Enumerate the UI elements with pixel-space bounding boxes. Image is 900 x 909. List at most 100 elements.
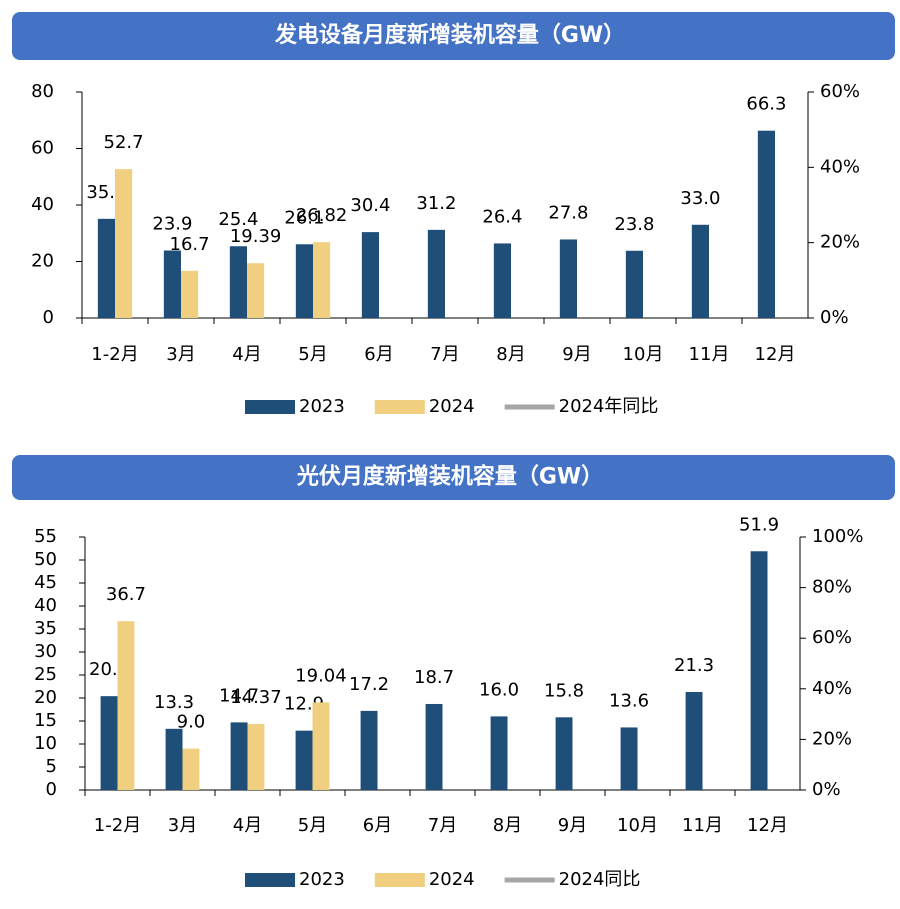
- data-label: 26.4: [482, 206, 522, 227]
- bar: [97, 218, 115, 318]
- data-label: 27.8: [548, 202, 588, 223]
- x-tick-label: 5月: [298, 815, 327, 836]
- bar: [427, 229, 445, 318]
- x-tick-label: 10月: [617, 815, 658, 836]
- legend-swatch: [245, 400, 295, 414]
- data-label: 23.9: [152, 213, 192, 234]
- x-tick-label: 3月: [168, 815, 197, 836]
- bar: [181, 270, 199, 318]
- y-tick-label: 30: [34, 641, 57, 662]
- data-label: 15.8: [544, 680, 584, 701]
- legend-swatch: [374, 873, 425, 887]
- y2-tick-label: 60%: [820, 81, 860, 102]
- bar: [295, 730, 313, 790]
- data-label: 66.3: [746, 94, 786, 115]
- data-label: 18.7: [414, 667, 454, 688]
- x-tick-label: 7月: [428, 815, 457, 836]
- y2-tick-label: 80%: [812, 577, 852, 598]
- legend-swatch: [374, 400, 425, 414]
- y2-tick-label: 0%: [820, 307, 849, 328]
- x-tick-label: 1-2月: [91, 344, 138, 365]
- bar: [691, 224, 709, 318]
- bar: [360, 710, 378, 790]
- data-label: 14.37: [230, 687, 282, 708]
- x-tick-label: 8月: [493, 815, 522, 836]
- data-label: 9.0: [177, 712, 206, 733]
- y-tick-label: 20: [34, 687, 57, 708]
- bar: [361, 232, 379, 318]
- data-label: 36.7: [106, 584, 146, 605]
- data-label: 26.1: [284, 207, 324, 228]
- bar: [750, 551, 768, 790]
- bar: [117, 621, 135, 790]
- bar: [295, 244, 313, 318]
- data-label: 13.3: [154, 692, 194, 713]
- y-tick-label: 0: [43, 307, 54, 328]
- data-label: 21.3: [674, 655, 714, 676]
- y-tick-label: 50: [34, 549, 57, 570]
- x-tick-label: 12月: [755, 344, 796, 365]
- y-tick-label: 80: [31, 81, 54, 102]
- bar: [230, 722, 248, 790]
- chart-title: 发电设备月度新增装机容量（GW）: [274, 22, 625, 48]
- x-tick-label: 10月: [623, 344, 664, 365]
- bar: [493, 243, 511, 318]
- bar: [425, 703, 443, 790]
- y-tick-label: 15: [34, 710, 57, 731]
- data-label: 52.7: [104, 132, 144, 153]
- x-tick-label: 11月: [689, 344, 730, 365]
- bar: [229, 246, 247, 318]
- x-tick-label: 1-2月: [94, 815, 141, 836]
- bar: [555, 717, 573, 790]
- data-label: 25.4: [218, 209, 258, 230]
- bar: [559, 239, 577, 318]
- data-label: 26.82: [296, 205, 348, 226]
- data-label: 16.7: [170, 234, 210, 255]
- y-tick-label: 40: [34, 595, 57, 616]
- y-tick-label: 25: [34, 664, 57, 685]
- x-tick-label: 4月: [233, 815, 262, 836]
- legend-label: 2024同比: [559, 869, 641, 890]
- y-tick-label: 55: [34, 526, 57, 547]
- legend-label: 2024: [429, 869, 475, 890]
- data-label: 23.8: [614, 214, 654, 235]
- bar: [757, 130, 775, 318]
- y-tick-label: 10: [34, 733, 57, 754]
- x-tick-label: 5月: [298, 344, 327, 365]
- legend-label: 2023: [299, 396, 345, 417]
- x-tick-label: 3月: [166, 344, 195, 365]
- bar: [312, 702, 330, 790]
- x-tick-label: 11月: [682, 815, 723, 836]
- bar: [625, 250, 643, 318]
- legend-swatch: [245, 873, 295, 887]
- x-tick-label: 4月: [232, 344, 261, 365]
- bar: [490, 716, 508, 790]
- y2-tick-label: 40%: [812, 678, 852, 699]
- y-tick-label: 40: [31, 194, 54, 215]
- header-band: [12, 455, 895, 500]
- legend-label: 2024年同比: [559, 396, 659, 417]
- y-tick-label: 35: [34, 618, 57, 639]
- y-tick-label: 0: [46, 779, 57, 800]
- y2-tick-label: 0%: [812, 779, 841, 800]
- data-label: 19.04: [295, 665, 347, 686]
- y-tick-label: 20: [31, 251, 54, 272]
- x-tick-label: 7月: [430, 344, 459, 365]
- data-label: 30.4: [350, 195, 390, 216]
- data-label: 16.0: [479, 679, 519, 700]
- bar: [163, 250, 181, 318]
- data-label: 17.2: [349, 674, 389, 695]
- data-label: 13.6: [609, 690, 649, 711]
- data-label: 19.39: [230, 226, 282, 247]
- bar: [247, 263, 265, 318]
- bar: [313, 242, 331, 318]
- bar: [165, 728, 183, 790]
- y-tick-label: 45: [34, 572, 57, 593]
- bar: [247, 723, 265, 790]
- bar: [100, 696, 118, 790]
- y2-tick-label: 100%: [812, 526, 863, 547]
- data-label: 31.2: [416, 193, 456, 214]
- y2-tick-label: 20%: [812, 728, 852, 749]
- data-label: 51.9: [739, 514, 779, 535]
- chart-title: 光伏月度新增装机容量（GW）: [296, 464, 603, 490]
